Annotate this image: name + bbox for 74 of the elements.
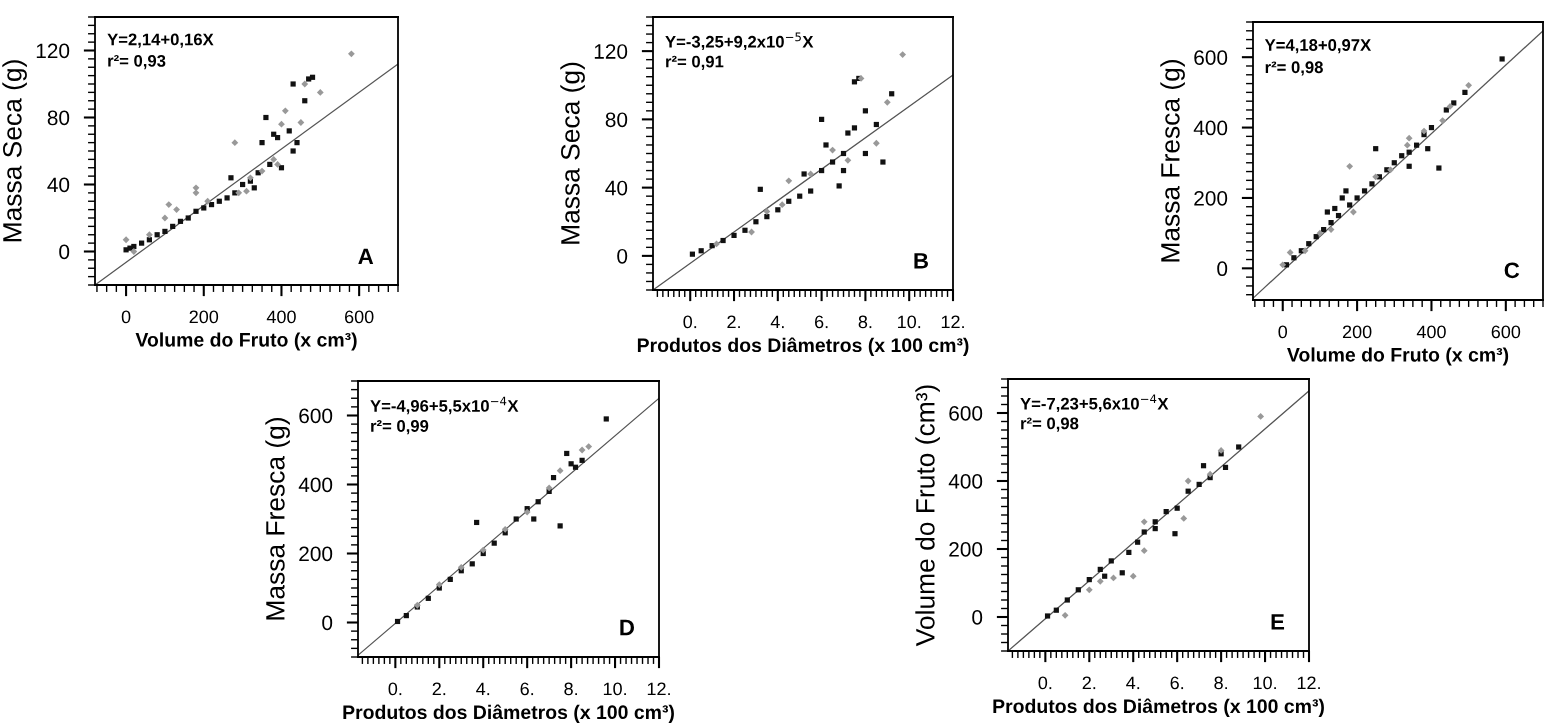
- x-axis-title: Produtos dos Diâmetros (x 100 cm³): [993, 698, 1324, 717]
- x-axis-title: Volume do Fruto (x cm³): [135, 332, 357, 351]
- x-tick-label: 2.: [727, 315, 740, 329]
- x-axis-title: Volume do Fruto (x cm³): [1287, 347, 1509, 366]
- x-tick-label: 400: [266, 310, 296, 324]
- y-tick-label: 200: [949, 542, 983, 557]
- annotation: Y=2,14+0,16X: [107, 33, 214, 48]
- x-tick-label: 4.: [1126, 676, 1140, 690]
- x-tick-label: 0.: [683, 315, 697, 329]
- x-tick-label: 600: [1491, 325, 1521, 339]
- x-tick-label: 0: [1278, 325, 1288, 339]
- x-tick-label: 10.: [1253, 676, 1276, 690]
- y-tick-label: 80: [605, 112, 628, 128]
- y-tick-label: 400: [948, 474, 983, 489]
- annotation: Y=-4,96+5,5x10$^{−4}$X: [370, 396, 519, 415]
- annotation: D: [620, 619, 634, 636]
- x-tick-label: 12.: [647, 682, 670, 696]
- y-axis-title: Volume do Fruto (cm³): [915, 385, 940, 647]
- x-tick-label: 400: [1416, 325, 1446, 339]
- y-tick-label: 600: [949, 406, 983, 421]
- y-tick-label: 120: [36, 43, 70, 59]
- annotation: Y=-7,23+5,6x10$^{−4}$X: [1020, 394, 1169, 412]
- y-axis-title: Massa Seca (g): [560, 62, 585, 244]
- x-tick-label: 6.: [520, 682, 534, 696]
- y-axis-title: Massa Fresca (g): [265, 417, 290, 620]
- x-tick-label: 600: [345, 310, 374, 324]
- y-tick-label: 600: [299, 408, 333, 424]
- annotation: Y=4,18+0,97X: [1264, 39, 1372, 54]
- x-axis-title: Produtos dos Diâmetros (x 100 cm³): [343, 704, 674, 723]
- y-tick-label: 400: [298, 477, 333, 493]
- annotation: B: [914, 253, 928, 269]
- y-tick-label: 400: [1193, 120, 1228, 136]
- y-axis-title: Massa Seca (g): [2, 60, 27, 242]
- x-tick-label: 200: [1342, 325, 1372, 339]
- y-tick-label: 200: [1194, 190, 1228, 206]
- x-tick-label: 12.: [941, 315, 964, 329]
- x-tick-label: 8.: [1214, 676, 1227, 690]
- x-tick-label: 2.: [432, 682, 446, 696]
- y-tick-label: 0: [972, 610, 983, 625]
- x-tick-label: 0.: [388, 682, 402, 696]
- x-tick-label: 8.: [858, 315, 872, 329]
- x-tick-label: 2.: [1082, 676, 1096, 690]
- y-tick-label: 40: [47, 177, 70, 193]
- y-tick-label: 600: [1194, 50, 1228, 65]
- annotation: r²= 0,99: [371, 420, 429, 435]
- x-tick-label: 4.: [770, 315, 784, 329]
- annotation: A: [358, 248, 374, 264]
- y-tick-label: 0: [322, 615, 333, 631]
- x-tick-label: 0: [121, 310, 131, 324]
- x-tick-label: 6.: [1170, 676, 1184, 690]
- y-axis-title: Massa Fresca (g): [1160, 59, 1185, 262]
- x-tick-label: 8.: [564, 682, 577, 696]
- y-tick-label: 0: [617, 248, 628, 264]
- y-tick-label: 0: [59, 244, 70, 260]
- annotation: C: [1504, 262, 1520, 279]
- annotation: r²= 0,98: [1021, 417, 1079, 432]
- y-tick-label: 120: [594, 44, 628, 59]
- annotation: E: [1271, 614, 1285, 630]
- annotation: r²= 0,93: [108, 54, 166, 70]
- x-tick-label: 6.: [815, 315, 828, 329]
- annotation: r²= 0,91: [666, 55, 724, 70]
- y-tick-label: 200: [299, 546, 333, 562]
- annotation: r²= 0,98: [1265, 61, 1323, 76]
- x-tick-label: 0.: [1038, 676, 1052, 690]
- x-tick-label: 10.: [898, 315, 921, 329]
- x-tick-label: 10.: [603, 682, 626, 696]
- annotation: Y=-3,25+9,2x10$^{−5}$X: [665, 32, 814, 51]
- x-axis-title: Produtos dos Diâmetros (x 100 cm³): [637, 337, 969, 356]
- y-tick-label: 80: [47, 110, 70, 126]
- y-tick-label: 40: [605, 180, 628, 196]
- x-tick-label: 4.: [476, 682, 490, 696]
- x-tick-label: 12.: [1297, 676, 1320, 690]
- x-tick-label: 200: [189, 310, 219, 324]
- y-tick-label: 0: [1217, 261, 1228, 277]
